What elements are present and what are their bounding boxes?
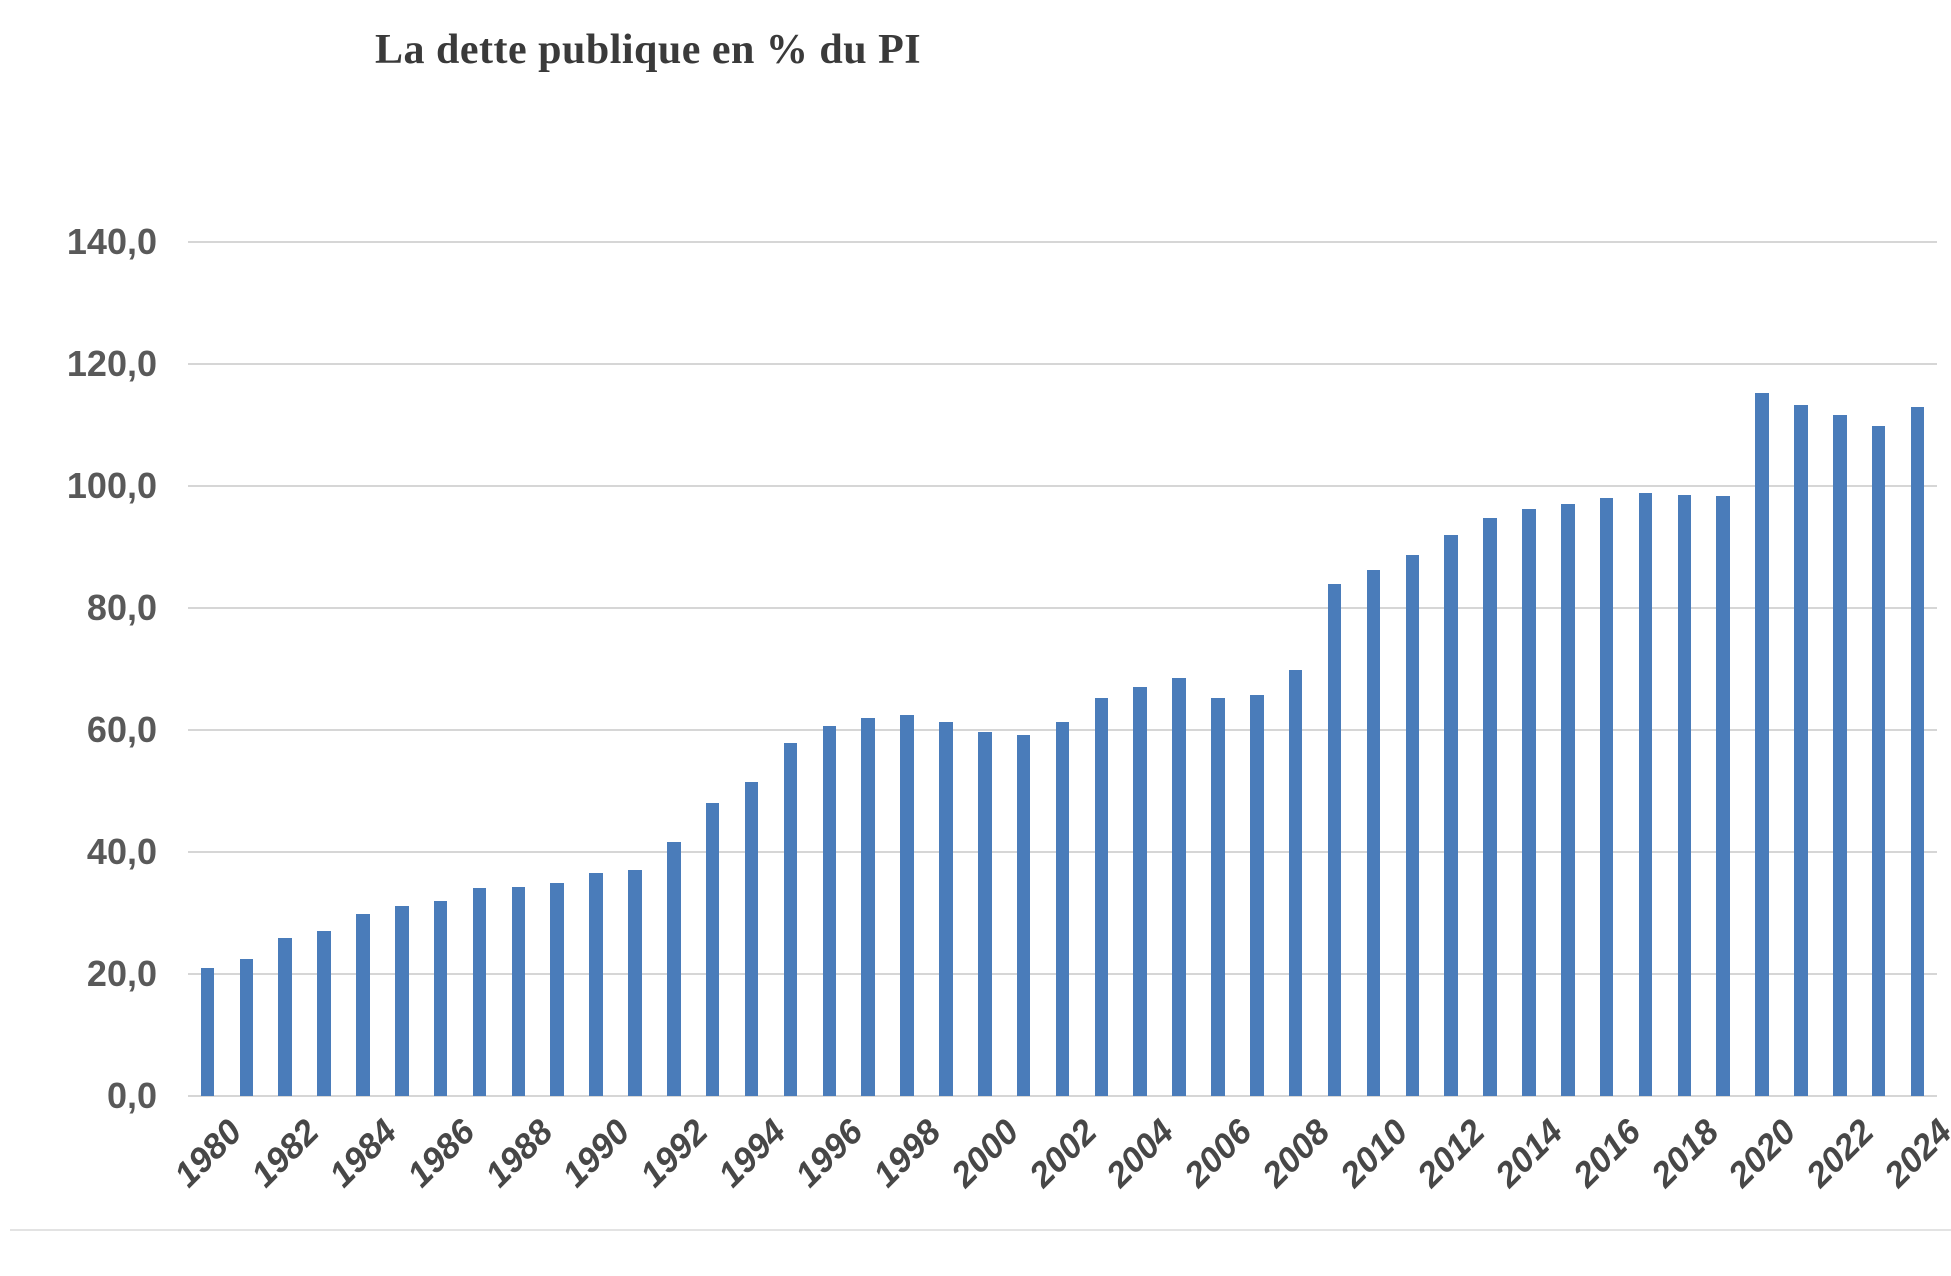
bar-2022	[1833, 415, 1847, 1096]
bar-2005	[1172, 678, 1186, 1096]
x-tick-label-1992: 1992	[632, 1112, 716, 1195]
bar-2017	[1638, 493, 1653, 1096]
y-tick-label-60,0: 60,0	[86, 709, 157, 750]
y-tick-label-40,0: 40,0	[86, 831, 157, 872]
x-tick-label-1988: 1988	[477, 1112, 560, 1195]
x-tick-label-1980: 1980	[166, 1112, 250, 1195]
bar-1991	[628, 869, 642, 1096]
bar-1987	[472, 887, 487, 1096]
bar-2023	[1871, 425, 1886, 1096]
gridline-120,0	[188, 363, 1937, 365]
x-tick-label-2012: 2012	[1410, 1112, 1493, 1195]
bar-2007	[1250, 695, 1264, 1096]
x-tick-label-1982: 1982	[244, 1112, 327, 1195]
bar-1990	[589, 872, 603, 1096]
gridline-140,0	[188, 241, 1937, 243]
bar-2021	[1794, 404, 1808, 1096]
x-tick-label-2024: 2024	[1876, 1112, 1951, 1195]
y-tick-label-120,0: 120,0	[66, 343, 157, 384]
bar-1994	[744, 781, 759, 1096]
bar-1980	[200, 967, 215, 1096]
bar-2024	[1910, 406, 1925, 1096]
gridline-0,0	[188, 1095, 1937, 1097]
bar-1992	[667, 842, 681, 1096]
x-tick-label-2010: 2010	[1332, 1112, 1416, 1195]
bar-2015	[1561, 504, 1575, 1096]
bar-1993	[705, 803, 720, 1096]
bar-1996	[822, 726, 837, 1096]
bottom-divider	[10, 1229, 1951, 1231]
bar-2009	[1327, 583, 1342, 1096]
x-tick-label-2004: 2004	[1099, 1112, 1182, 1195]
bar-2014	[1522, 509, 1536, 1096]
y-tick-label-20,0: 20,0	[86, 953, 157, 994]
x-tick-label-2018: 2018	[1643, 1112, 1726, 1195]
bar-1989	[550, 882, 564, 1096]
bar-2020	[1755, 393, 1769, 1096]
x-tick-label-2006: 2006	[1176, 1112, 1260, 1195]
x-tick-label-2002: 2002	[1021, 1112, 1105, 1195]
bar-1998	[900, 715, 914, 1096]
bar-2002	[1055, 722, 1070, 1096]
x-tick-label-1990: 1990	[555, 1112, 638, 1195]
y-tick-label-80,0: 80,0	[86, 587, 157, 628]
x-tick-label-2000: 2000	[943, 1112, 1027, 1195]
bar-2008	[1288, 670, 1303, 1096]
bar-1986	[433, 900, 448, 1096]
gridline-100,0	[188, 485, 1937, 487]
bar-2011	[1405, 554, 1420, 1096]
x-tick-label-2008: 2008	[1254, 1112, 1338, 1195]
bar-1995	[783, 743, 798, 1096]
x-tick-label-1986: 1986	[399, 1112, 483, 1195]
bar-2003	[1094, 698, 1109, 1096]
x-tick-label-1994: 1994	[710, 1112, 794, 1195]
chart-title: La dette publique en % du PI	[375, 27, 922, 73]
gridline-80,0	[188, 607, 1937, 609]
bar-2006	[1211, 697, 1225, 1096]
y-tick-label-0,0: 0,0	[106, 1075, 157, 1116]
x-tick-label-2016: 2016	[1565, 1112, 1649, 1195]
bar-1999	[939, 722, 953, 1096]
bar-2013	[1483, 517, 1497, 1096]
bar-1988	[511, 887, 526, 1096]
bar-2016	[1599, 497, 1614, 1096]
bar-1985	[395, 906, 409, 1096]
bar-1984	[356, 914, 370, 1096]
bar-2000	[978, 732, 992, 1096]
bar-2018	[1677, 494, 1692, 1096]
x-tick-label-1996: 1996	[788, 1112, 871, 1195]
x-tick-label-1984: 1984	[321, 1112, 405, 1195]
bar-1981	[239, 959, 254, 1096]
bar-2010	[1366, 569, 1381, 1096]
y-tick-label-140,0: 140,0	[66, 221, 157, 262]
bar-1997	[861, 718, 875, 1096]
bar-1983	[317, 930, 331, 1096]
bar-2019	[1716, 495, 1730, 1096]
x-tick-label-2014: 2014	[1487, 1112, 1571, 1195]
bar-2004	[1133, 687, 1147, 1096]
bar-1982	[278, 938, 292, 1096]
bar-2001	[1016, 735, 1031, 1096]
x-tick-label-1998: 1998	[865, 1112, 949, 1195]
x-tick-label-2020: 2020	[1721, 1112, 1804, 1195]
y-tick-label-100,0: 100,0	[66, 465, 157, 506]
x-tick-label-2022: 2022	[1798, 1112, 1882, 1195]
bar-2012	[1444, 534, 1458, 1096]
